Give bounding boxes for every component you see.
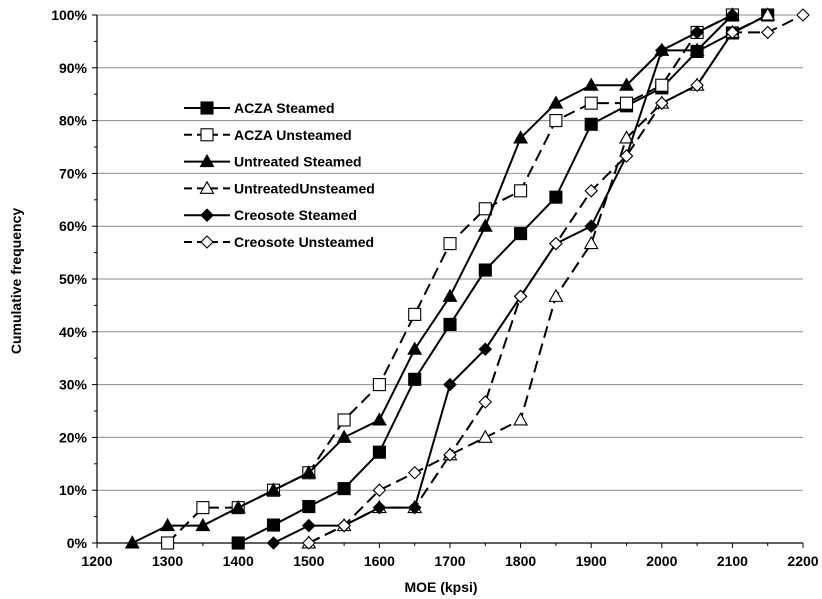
x-tick-label: 2200 <box>787 553 818 569</box>
x-axis-title: MOE (kpsi) <box>404 579 477 595</box>
y-tick-label: 70% <box>59 165 88 181</box>
x-tick-label: 1400 <box>223 553 254 569</box>
y-tick-label: 40% <box>59 324 88 340</box>
legend-label: ACZA Unsteamed <box>234 127 352 143</box>
data-point-acza-unsteamed <box>656 79 668 91</box>
data-point-acza-steamed <box>232 537 244 549</box>
data-point-acza-steamed <box>585 118 597 130</box>
data-point-acza-unsteamed <box>444 238 456 250</box>
data-point-acza-unsteamed <box>479 203 491 215</box>
legend-swatch-marker <box>201 129 213 141</box>
y-tick-label: 60% <box>59 218 88 234</box>
x-tick-label: 1600 <box>364 553 395 569</box>
data-point-acza-unsteamed <box>197 502 209 514</box>
y-tick-label: 10% <box>59 482 88 498</box>
legend-label: UntreatedUnsteamed <box>234 180 375 196</box>
x-tick-label: 2000 <box>646 553 677 569</box>
y-tick-label: 100% <box>51 7 87 23</box>
data-point-acza-unsteamed <box>162 537 174 549</box>
data-point-acza-unsteamed <box>515 185 527 197</box>
legend-label: ACZA Steamed <box>234 100 335 116</box>
y-tick-label: 30% <box>59 377 88 393</box>
x-tick-label: 1900 <box>576 553 607 569</box>
data-point-acza-steamed <box>479 264 491 276</box>
x-tick-label: 1700 <box>434 553 465 569</box>
legend-item-acza-unsteamed: ACZA Unsteamed <box>184 127 352 143</box>
legend-label: Untreated Steamed <box>234 154 362 170</box>
data-point-acza-steamed <box>338 483 350 495</box>
data-point-acza-steamed <box>515 228 527 240</box>
data-point-acza-steamed <box>409 373 421 385</box>
x-tick-label: 1500 <box>293 553 324 569</box>
data-point-acza-unsteamed <box>621 97 633 109</box>
legend-label: Creosote Unsteamed <box>234 234 374 250</box>
data-point-acza-unsteamed <box>585 97 597 109</box>
legend-swatch-marker <box>201 102 213 114</box>
data-point-acza-unsteamed <box>373 379 385 391</box>
legend-label: Creosote Steamed <box>234 207 357 223</box>
x-tick-label: 1300 <box>152 553 183 569</box>
data-point-acza-unsteamed <box>338 414 350 426</box>
y-tick-label: 80% <box>59 113 88 129</box>
data-point-acza-steamed <box>303 501 315 513</box>
y-tick-label: 50% <box>59 271 88 287</box>
legend-item-acza-steamed: ACZA Steamed <box>184 100 335 116</box>
data-point-acza-steamed <box>373 446 385 458</box>
data-point-acza-unsteamed <box>550 115 562 127</box>
y-tick-label: 90% <box>59 60 88 76</box>
x-tick-label: 1800 <box>505 553 536 569</box>
x-tick-label: 1200 <box>81 553 112 569</box>
x-tick-label: 2100 <box>717 553 748 569</box>
y-tick-label: 20% <box>59 429 88 445</box>
data-point-acza-unsteamed <box>409 308 421 320</box>
y-axis-title: Cumulative frequency <box>8 208 24 354</box>
data-point-acza-steamed <box>550 191 562 203</box>
data-point-acza-steamed <box>268 519 280 531</box>
data-point-acza-steamed <box>444 318 456 330</box>
y-tick-label: 0% <box>67 535 88 551</box>
